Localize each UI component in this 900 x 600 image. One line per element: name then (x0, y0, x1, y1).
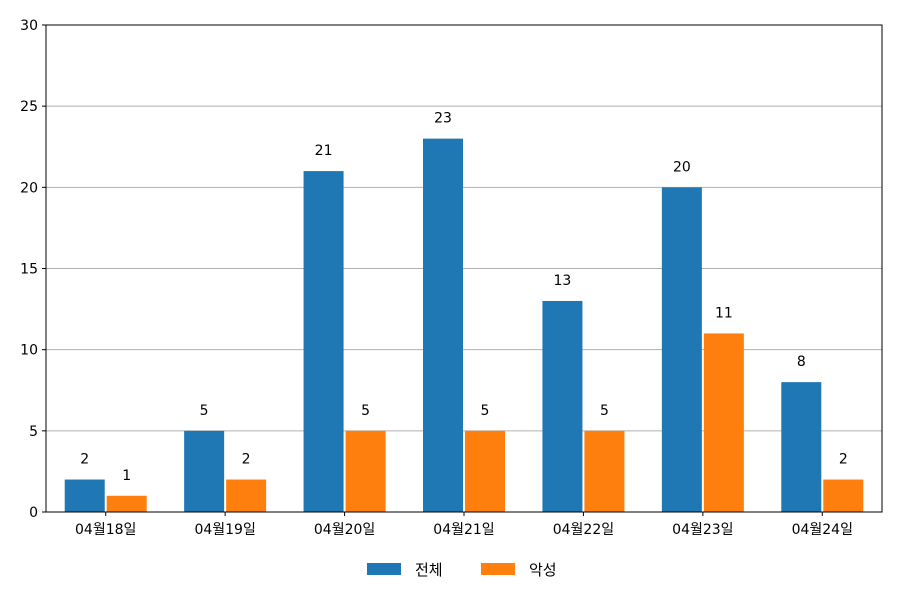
data-label: 2 (839, 452, 848, 468)
data-label: 2 (242, 452, 251, 468)
bar (345, 430, 386, 512)
y-axis: 0 5 10 15 20 25 30 (20, 18, 46, 521)
bar (465, 430, 505, 512)
bar (64, 479, 105, 512)
x-tick-label: 04월23일 (672, 522, 733, 538)
x-tick-label: 04월21일 (433, 522, 494, 538)
data-label: 13 (554, 273, 572, 289)
bar (542, 300, 583, 512)
y-tick-label: 30 (20, 18, 38, 34)
data-label: 20 (673, 159, 691, 175)
bar (184, 430, 225, 512)
legend-label: 전체 (415, 561, 443, 579)
data-label: 5 (200, 403, 209, 419)
bar (106, 495, 147, 512)
x-tick-label: 04월20일 (314, 522, 375, 538)
legend-swatch (367, 563, 401, 575)
y-tick-label: 25 (20, 99, 38, 115)
bar (584, 430, 625, 512)
x-axis: 04월18일 04월19일 04월20일 04월21일 04월22일 04월23일 04월2… (75, 512, 853, 538)
data-label: 21 (315, 143, 333, 159)
x-tick-label: 04월18일 (75, 522, 136, 538)
legend: 전체 악성 (367, 561, 557, 579)
gridlines (46, 105, 882, 432)
bar (423, 138, 463, 512)
y-tick-label: 5 (29, 424, 38, 440)
bar (303, 171, 344, 512)
data-label: 1 (122, 468, 131, 484)
x-tick-label: 04월19일 (194, 522, 255, 538)
bar (226, 479, 267, 512)
y-tick-label: 15 (20, 262, 38, 278)
y-tick-label: 20 (20, 180, 38, 196)
data-label: 5 (600, 403, 609, 419)
bar (703, 333, 744, 512)
bars (64, 138, 864, 513)
legend-swatch (481, 563, 515, 575)
x-tick-label: 04월24일 (792, 522, 853, 538)
data-label: 23 (434, 111, 452, 127)
bar (781, 382, 822, 512)
legend-label: 악성 (529, 561, 557, 579)
data-label: 2 (80, 452, 89, 468)
data-label: 5 (361, 403, 370, 419)
y-tick-label: 0 (29, 505, 38, 521)
data-label: 8 (797, 354, 806, 370)
x-tick-label: 04월22일 (553, 522, 614, 538)
y-tick-label: 10 (20, 343, 38, 359)
data-label: 5 (481, 403, 490, 419)
bar (823, 479, 864, 512)
data-label: 11 (715, 305, 733, 321)
bar (661, 187, 702, 513)
